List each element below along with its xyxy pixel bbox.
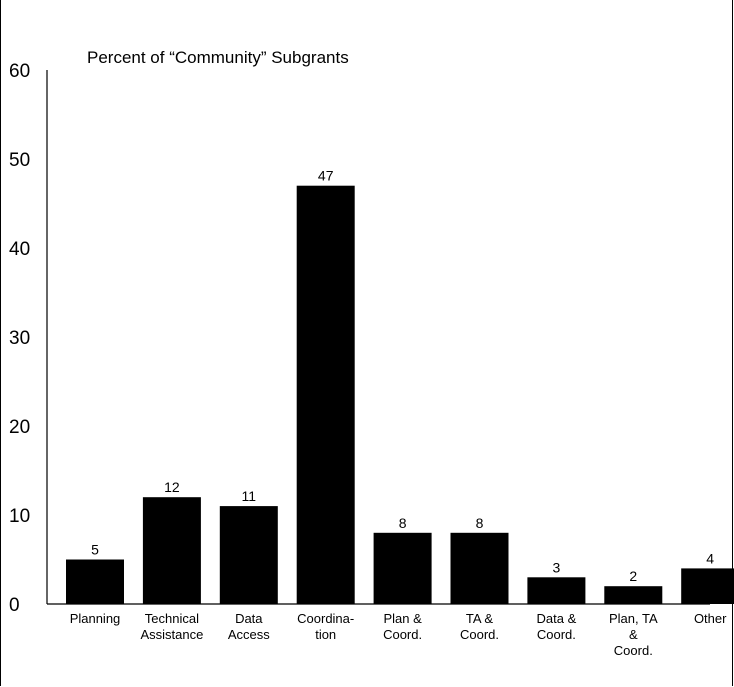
- y-tick-label: 0: [9, 595, 20, 616]
- x-tick-label: Data & Coord.: [537, 611, 577, 642]
- data-label: 5: [91, 542, 99, 558]
- bar: [296, 185, 355, 604]
- data-label: 4: [706, 550, 714, 566]
- bar: [373, 532, 432, 604]
- bar: [66, 559, 124, 604]
- bar: [450, 532, 509, 604]
- x-tick-label: Plan, TA & Coord.: [609, 611, 658, 658]
- x-tick-label: Technical Assistance: [140, 611, 203, 642]
- value-labels: 5 12 11 47 8 8 3 2 4: [91, 168, 714, 585]
- bar: [527, 577, 586, 604]
- x-tick-label: Data Access: [228, 611, 270, 642]
- bar: [142, 497, 201, 604]
- x-tick-label: Other: [694, 611, 727, 626]
- data-label: 47: [318, 168, 334, 184]
- data-label: 3: [553, 559, 561, 575]
- bars: [66, 185, 734, 604]
- data-label: 8: [476, 515, 484, 531]
- y-tick-label: 60: [9, 61, 30, 82]
- y-tick-label: 20: [9, 417, 30, 438]
- chart-title: Percent of “Community” Subgrants: [87, 48, 349, 67]
- y-tick-label: 50: [9, 150, 30, 171]
- data-label: 11: [242, 488, 257, 504]
- y-tick-labels: 0 10 20 30 40 50 60: [9, 61, 30, 616]
- x-tick-label: Planning: [70, 611, 121, 626]
- x-tick-label: Plan & Coord.: [383, 611, 422, 642]
- data-label: 8: [399, 515, 407, 531]
- y-tick-label: 30: [9, 328, 30, 349]
- bar: [604, 586, 663, 604]
- bar: [219, 506, 278, 604]
- bar: [681, 568, 734, 604]
- category-labels: Planning Technical Assistance Data Access Coo…: [70, 611, 727, 658]
- x-tick-label: Coordina-tion: [297, 611, 354, 642]
- y-tick-label: 40: [9, 239, 30, 260]
- data-label: 2: [629, 568, 637, 584]
- data-label: 12: [164, 479, 180, 495]
- x-tick-label: TA & Coord.: [460, 611, 499, 642]
- y-tick-label: 10: [9, 506, 30, 527]
